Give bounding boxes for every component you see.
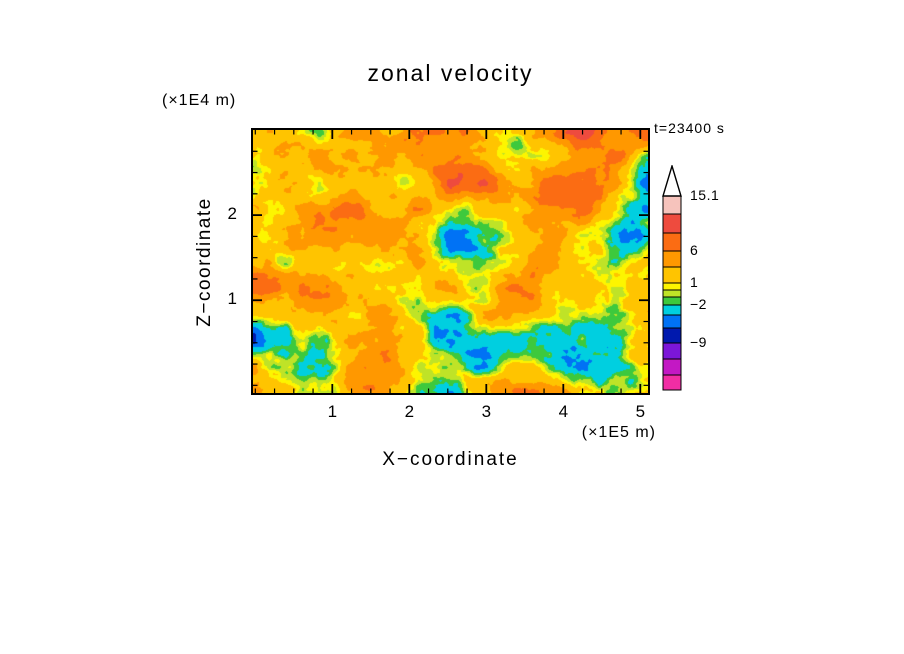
x-tick-label: 3 — [481, 402, 492, 421]
x-tick-label: 1 — [327, 402, 338, 421]
colorbar-label: 1 — [690, 274, 699, 290]
colorbar-label: 6 — [690, 242, 699, 258]
colorbar — [662, 165, 682, 391]
plot-area — [251, 128, 650, 395]
y-axis-unit-label: (×1E4 m) — [162, 92, 237, 109]
x-axis-unit-label: (×1E5 m) — [581, 424, 656, 441]
x-tick-label: 2 — [404, 402, 415, 421]
timestamp-label: t=23400 s — [654, 120, 725, 136]
y-axis-title: Z−coordinate — [194, 197, 215, 327]
x-tick-label: 5 — [635, 402, 646, 421]
chart-title: zonal velocity — [367, 60, 534, 86]
colorbar-label: −2 — [690, 296, 707, 312]
colorbar-label: 15.1 — [690, 187, 720, 203]
x-axis-title: X−coordinate — [382, 449, 519, 470]
axis-ticks — [253, 130, 648, 393]
x-tick-label: 4 — [558, 402, 569, 421]
velocity-field-heatmap — [253, 130, 648, 393]
colorbar-label: −9 — [690, 334, 707, 350]
